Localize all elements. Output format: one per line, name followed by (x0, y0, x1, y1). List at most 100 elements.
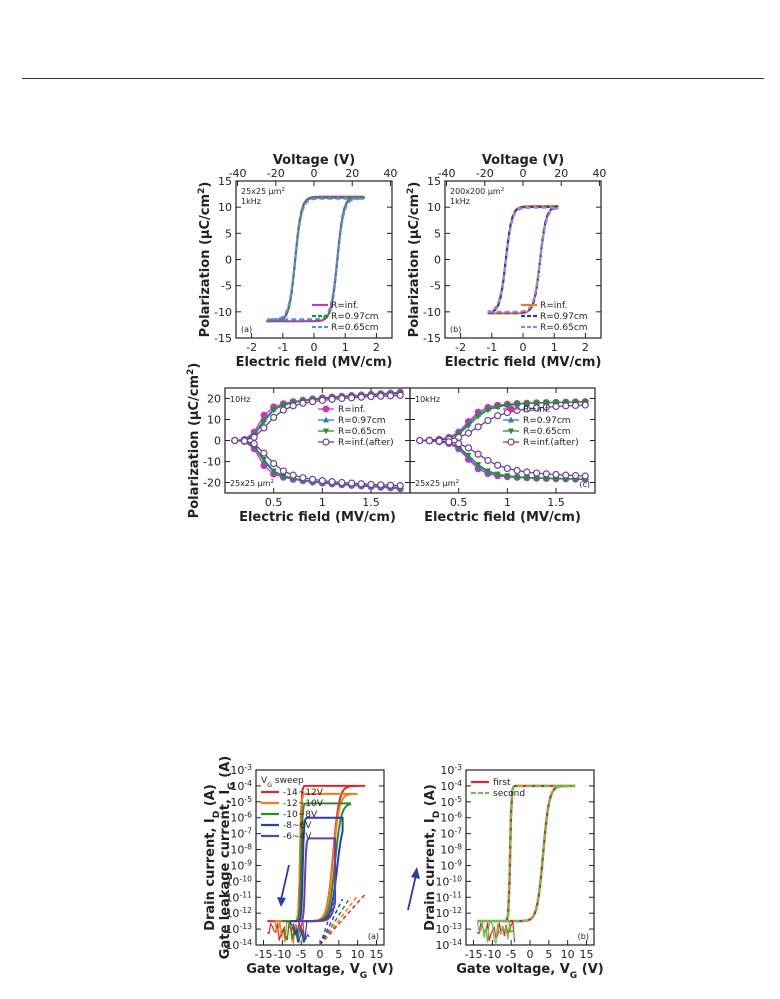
page-header-rule (22, 78, 764, 79)
data-point (581, 401, 589, 409)
annotation-area: 25x25 µm2 (415, 479, 459, 488)
y-axis-label-2: Gate leakage current, IG (A) (218, 756, 237, 959)
x-tick-label: 1.5 (362, 496, 380, 509)
legend-label: R=inf.(after) (523, 438, 579, 448)
x-tick-label: 2 (373, 341, 380, 354)
data-point (507, 405, 515, 413)
data-point (270, 460, 278, 468)
data-point (299, 399, 307, 407)
data-point (494, 471, 501, 478)
x2-tick-label: 0 (311, 167, 318, 180)
y-axis-label: Drain current, ID (A) (203, 784, 222, 931)
x2-tick-label: 20 (345, 167, 359, 180)
legend-label: R=0.65cm (540, 323, 588, 333)
data-point (309, 475, 317, 483)
data-point (494, 412, 502, 420)
data-point (357, 480, 365, 488)
gate-leakage-line (319, 895, 359, 946)
y-tick-label: -10 (214, 306, 232, 319)
data-point (318, 396, 326, 404)
x-axis-label: Electric field (MV/cm) (239, 510, 396, 525)
legend-label: R=inf. (331, 301, 358, 311)
data-point (396, 391, 404, 399)
x-tick-label: 0 (317, 948, 324, 961)
data-point (377, 392, 385, 400)
x-tick-label: 1 (551, 341, 558, 354)
data-point (396, 482, 404, 490)
y-tick-label: 5 (225, 227, 232, 240)
y-tick-label: -10 (203, 456, 221, 469)
y-tick-label: 5 (434, 227, 441, 240)
x2-tick-label: 40 (383, 167, 397, 180)
x-axis-label: Electric field (MV/cm) (445, 355, 602, 370)
legend-label: R=inf. (523, 405, 550, 415)
y-tick-label: 10-3 (440, 763, 462, 778)
legend-label: -10~8V (283, 810, 318, 820)
legend-label: R=0.97cm (338, 416, 386, 426)
data-point (328, 395, 336, 403)
annotation-frequency: 1kHz (450, 197, 470, 206)
legend-label: R=inf.(after) (338, 438, 394, 448)
x2-axis-label: Voltage (V) (482, 153, 564, 168)
data-point (475, 462, 482, 469)
y-tick-label: -15 (423, 332, 441, 345)
y-tick-label: 10-4 (440, 778, 462, 793)
data-point (338, 478, 346, 487)
y-tick-label: 10-6 (230, 810, 252, 825)
y-tick-label: 10 (427, 201, 441, 214)
data-point (347, 479, 356, 487)
y-tick-label: 10-7 (230, 826, 252, 841)
x-axis-label: Gate voltage, VG (V) (246, 962, 393, 981)
y-tick-label: 0 (225, 254, 232, 267)
legend-label: R=inf. (338, 405, 365, 415)
data-point (338, 394, 346, 403)
data-point (323, 416, 329, 423)
sweep-arrow-forward (407, 874, 417, 911)
series-line-second (477, 784, 576, 923)
data-point (445, 438, 453, 446)
data-point (474, 423, 482, 431)
data-point (514, 474, 521, 481)
data-point (322, 438, 330, 446)
x-tick-label: -5 (506, 948, 517, 961)
y-axis-label: Polarization (µC/cm2) (406, 182, 422, 338)
annotation-frequency: 10kHz (415, 395, 440, 404)
x-tick-label: 1 (342, 341, 349, 354)
x-tick-label: 15 (369, 948, 383, 961)
data-point (503, 464, 511, 473)
sweep-arrow-head (411, 867, 420, 879)
x-tick-label: -1 (277, 341, 288, 354)
legend-label: R=0.97cm (523, 416, 571, 426)
data-point (484, 416, 492, 425)
y-tick-label: 10-13 (225, 922, 252, 937)
x-tick-label: -1 (486, 341, 497, 354)
y-tick-label: 15 (427, 175, 441, 188)
legend-label: -8~6V (283, 821, 312, 831)
data-point (270, 468, 277, 475)
x-tick-label: 0.5 (265, 496, 283, 509)
data-point (328, 478, 336, 486)
panel-label: (c) (579, 480, 590, 489)
panel-label: (a) (368, 932, 379, 941)
data-point (571, 471, 580, 480)
y-tick-label: -10 (423, 306, 441, 319)
x-tick-label: 1.5 (547, 496, 565, 509)
x2-tick-label: -40 (229, 167, 247, 180)
data-point (455, 440, 463, 448)
y-tick-label: 10-6 (440, 810, 462, 825)
data-point (523, 405, 531, 413)
data-point (562, 471, 570, 479)
data-point (465, 423, 472, 430)
y-tick-label: 10-10 (225, 874, 252, 889)
x2-tick-label: -20 (267, 167, 285, 180)
data-point (280, 402, 287, 409)
data-point (260, 449, 268, 457)
y-tick-label: -15 (214, 332, 232, 345)
y-tick-label: 10-8 (230, 842, 252, 857)
x-axis-label: Electric field (MV/cm) (424, 510, 581, 525)
y-tick-label: 10-5 (230, 794, 252, 809)
data-point (552, 470, 560, 479)
legend-label: R=inf. (540, 301, 567, 311)
gate-leakage-line (319, 893, 366, 946)
x-tick-label: -10 (273, 948, 291, 961)
